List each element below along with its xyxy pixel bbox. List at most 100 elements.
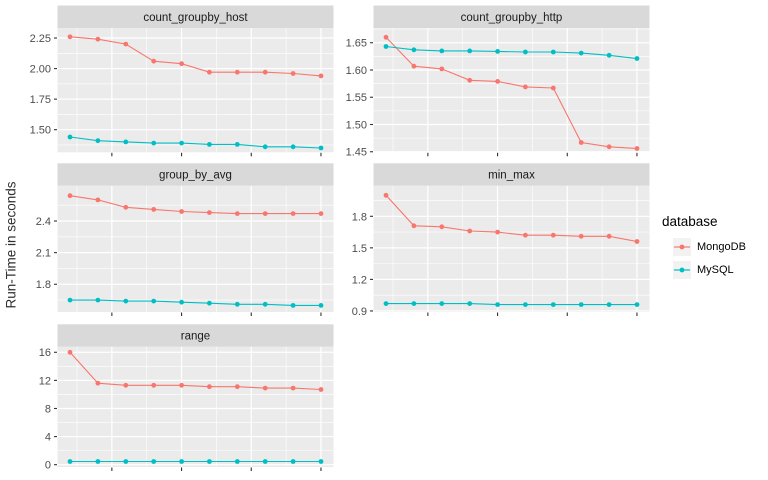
data-point	[383, 192, 389, 198]
data-point	[634, 239, 640, 244]
data-point	[383, 34, 389, 40]
legend-item-mysql: MySQL	[673, 261, 746, 279]
legend: database MongoDB MySQL	[662, 214, 746, 284]
data-point	[262, 459, 268, 464]
series-mongodb	[67, 34, 324, 79]
data-point	[151, 58, 157, 64]
data-point	[262, 301, 268, 307]
facet-group_by_avg: group_by_avg 1.8 2.1 2.4	[36, 163, 334, 316]
data-point	[262, 385, 268, 391]
facet-strip	[57, 163, 334, 186]
grid-major	[57, 28, 334, 153]
data-point	[606, 144, 612, 150]
y-tick-label: 0	[45, 460, 51, 472]
y-tick-label: 4	[45, 432, 51, 444]
data-point	[439, 224, 445, 230]
data-point	[179, 61, 185, 67]
data-point	[123, 459, 129, 464]
data-point	[207, 300, 212, 306]
data-point	[234, 211, 240, 217]
facet-strip	[373, 163, 650, 186]
data-point	[234, 384, 240, 390]
y-axis: 0 4 8 12 16	[39, 347, 57, 472]
y-tick-label: 1.75	[30, 94, 51, 106]
y-tick-label: 12	[39, 375, 51, 387]
series-mysql	[383, 44, 640, 61]
facet-count_groupby_host: count_groupby_host 1.50 1.75 2.00 2.25	[30, 5, 334, 157]
facet-title: min_max	[488, 170, 535, 182]
data-point	[67, 459, 73, 464]
x-axis	[427, 152, 638, 157]
data-point	[439, 301, 445, 306]
data-point	[467, 301, 473, 306]
facet-title: group_by_avg	[159, 170, 232, 182]
data-point	[207, 210, 212, 216]
data-point	[290, 303, 296, 308]
data-point	[439, 48, 445, 54]
data-point	[606, 233, 612, 239]
series-mongodb	[383, 192, 640, 244]
data-point	[179, 459, 185, 464]
data-point	[523, 49, 528, 55]
panel-background	[373, 185, 650, 312]
facet-title: count_groupby_host	[143, 12, 248, 24]
data-point	[290, 211, 296, 217]
y-tick-label: 1.50	[346, 119, 367, 131]
data-point	[634, 302, 640, 307]
panel-background	[57, 185, 334, 312]
data-point	[95, 459, 101, 464]
data-point	[578, 50, 584, 56]
data-point	[606, 52, 612, 58]
mongodb-line-point-icon	[673, 238, 691, 256]
data-point	[467, 77, 473, 83]
panel-background	[57, 346, 334, 467]
facet-strip	[57, 324, 334, 347]
data-point	[290, 459, 296, 464]
data-point	[123, 204, 129, 210]
facet-strip	[373, 5, 650, 28]
data-point	[578, 302, 584, 307]
y-tick-label: 1.8	[352, 211, 367, 223]
grid-major	[57, 185, 334, 312]
y-tick-label: 1.55	[346, 92, 367, 104]
y-tick-label: 2.4	[36, 216, 51, 228]
x-axis	[111, 467, 322, 471]
data-point	[578, 140, 584, 145]
data-point	[262, 144, 268, 150]
data-point	[467, 48, 473, 54]
data-point	[411, 47, 417, 53]
x-axis	[111, 312, 322, 316]
data-point	[318, 145, 324, 151]
y-tick-label: 16	[39, 347, 51, 359]
y-tick-label: 8	[45, 403, 51, 415]
data-point	[67, 34, 73, 40]
data-point	[234, 69, 240, 75]
data-point	[234, 459, 240, 464]
y-tick-label: 1.8	[36, 279, 51, 291]
data-point	[262, 211, 268, 217]
data-point	[179, 299, 185, 305]
data-point	[67, 134, 73, 140]
data-point	[179, 382, 185, 388]
x-axis	[111, 152, 322, 157]
data-point	[523, 84, 528, 90]
series-mysql	[67, 459, 324, 464]
data-point	[495, 49, 500, 54]
y-tick-label: 1.45	[346, 147, 367, 159]
data-point	[151, 140, 157, 146]
series-mongodb	[67, 349, 324, 392]
data-point	[550, 49, 556, 55]
data-point	[634, 146, 640, 151]
data-point	[234, 142, 240, 147]
panel-background	[57, 28, 334, 153]
data-point	[262, 69, 268, 75]
data-point	[318, 303, 324, 308]
data-point	[151, 298, 157, 304]
data-point	[179, 209, 185, 214]
data-point	[67, 297, 73, 303]
data-point	[207, 384, 212, 390]
grid-minor	[373, 28, 650, 153]
data-point	[411, 63, 417, 69]
data-point	[207, 69, 212, 75]
data-point	[383, 301, 389, 306]
